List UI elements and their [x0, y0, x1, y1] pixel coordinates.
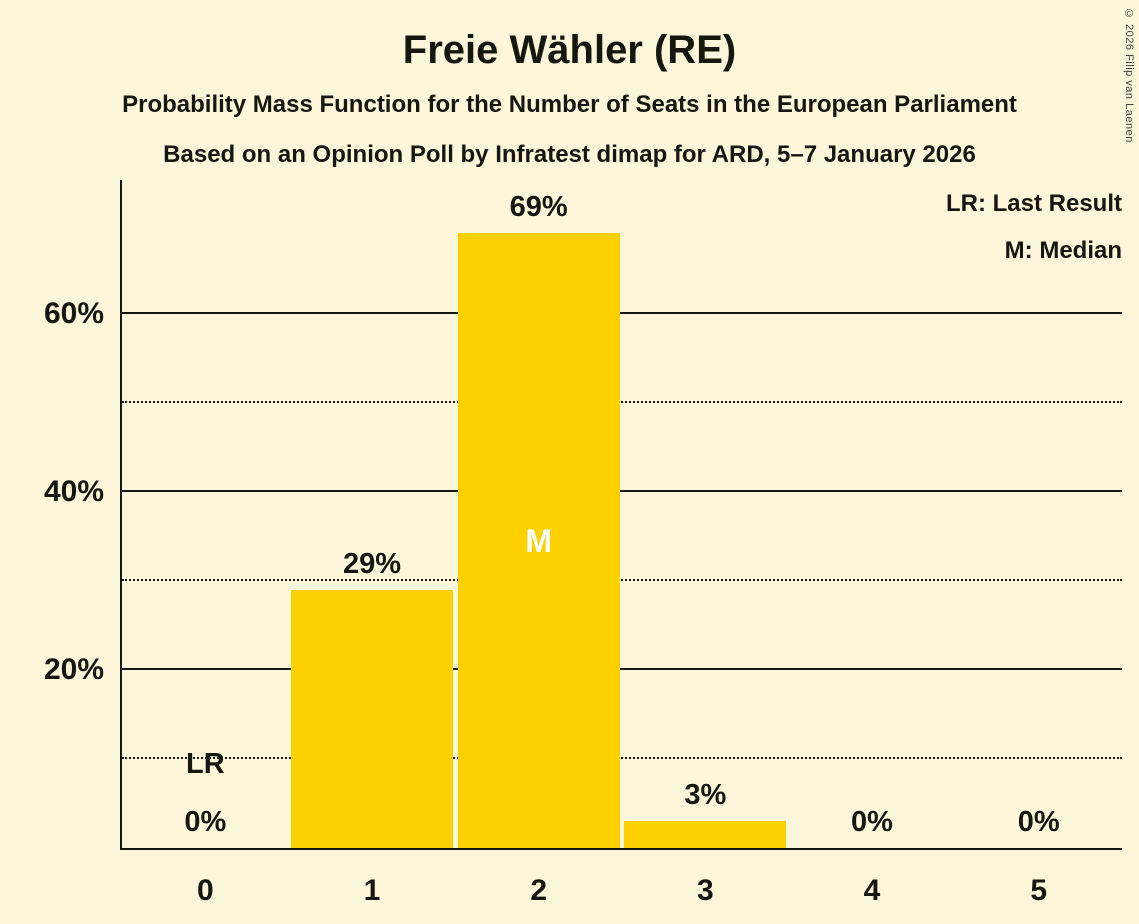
y-tick-label-60: 60% [43, 296, 104, 330]
bar-seats-2 [457, 233, 620, 848]
bar-seats-3 [624, 821, 787, 848]
gridline-dotted-30 [122, 578, 1122, 581]
bar-value-label-3: 3% [684, 779, 727, 812]
bar-value-label-0: 0% [184, 806, 227, 838]
x-tick-label-4: 4 [863, 874, 881, 907]
copyright-text: © 2026 Filip van Laenen [1123, 8, 1135, 143]
y-tick-label-20: 20% [43, 652, 104, 686]
plot-area: 20% 40% 60% 0% 0 29% 1 69% M 2 3% 3 0% 4 0% 5 LR LR: Las… [44, 180, 1122, 907]
bar-value-label-5: 0% [1017, 806, 1060, 838]
bar-value-label-1: 29% [342, 547, 402, 580]
median-annotation: M [525, 522, 552, 559]
x-tick-label-5: 5 [1030, 874, 1047, 907]
gridlines-layer [122, 180, 1122, 848]
chart-source-line: Based on an Opinion Poll by Infratest di… [163, 141, 976, 168]
bars-layer [122, 180, 1122, 848]
labels-layer: 20% 40% 60% 0% 0 29% 1 69% M 2 3% 3 0% 4 0% 5 LR [44, 180, 1122, 907]
legend-last-result: LR: Last Result [945, 190, 1122, 217]
bar-seats-1 [291, 589, 453, 848]
gridline-solid-60 [122, 311, 1122, 314]
gridline-solid-40 [122, 489, 1122, 492]
gridline-dotted-10 [122, 756, 1122, 759]
chart-subtitle: Probability Mass Function for the Number… [122, 91, 1017, 118]
chart-title: Freie Wähler (RE) [402, 28, 737, 72]
x-tick-label-2: 2 [530, 874, 547, 907]
bar-value-label-2: 69% [509, 191, 568, 224]
legend: LR: Last Result M: Median [946, 180, 1122, 274]
x-tick-label-3: 3 [696, 874, 714, 907]
last-result-annotation: LR [185, 748, 225, 780]
x-tick-label-0: 0 [196, 874, 214, 907]
x-tick-label-1: 1 [363, 874, 381, 907]
bar-value-label-4: 0% [851, 806, 893, 838]
gridline-solid-20 [122, 667, 1122, 670]
y-tick-label-40: 40% [43, 474, 104, 508]
legend-median: M: Median [1004, 237, 1122, 264]
gridline-dotted-50 [122, 400, 1122, 403]
